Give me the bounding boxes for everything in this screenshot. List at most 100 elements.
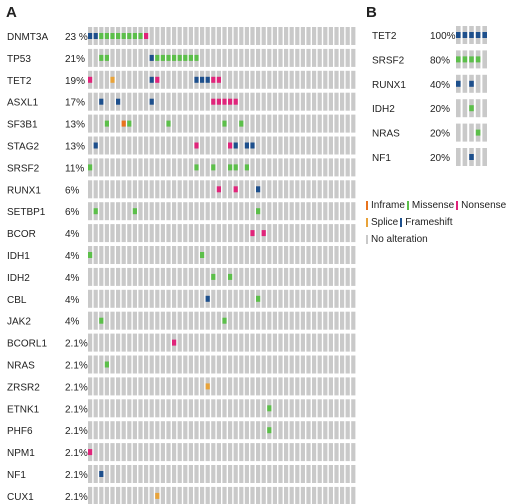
sample-cell: [317, 289, 322, 308]
alteration-mark: [475, 56, 481, 63]
sample-cell: [205, 136, 210, 155]
sample-cell: [351, 486, 356, 504]
sample-cell: [256, 114, 261, 133]
sample-cell: [267, 224, 272, 243]
sample-cell: [138, 48, 143, 67]
sample-cell: [228, 443, 233, 462]
sample-cell: [261, 70, 266, 89]
sample-cell: [155, 311, 160, 330]
sample-cell: [284, 289, 289, 308]
sample-cell: [194, 114, 199, 133]
sample-cell: [289, 311, 294, 330]
sample-cell: [211, 399, 216, 418]
sample-cell: [177, 421, 182, 440]
sample-cell: [272, 70, 277, 89]
sample-cell: [340, 246, 345, 264]
sample-cell: [334, 333, 339, 352]
sample-cell: [116, 289, 121, 308]
sample-cell: [144, 377, 149, 396]
sample-cell: [104, 180, 109, 199]
sample-cell: [284, 158, 289, 177]
sample-cell: [160, 267, 165, 286]
sample-cell: [233, 289, 238, 308]
sample-cell: [244, 48, 249, 67]
gene-label: JAK2: [7, 317, 31, 328]
sample-cell: [312, 70, 317, 89]
sample-cell: [216, 465, 221, 483]
sample-cell: [233, 70, 238, 89]
sample-cell: [300, 224, 305, 243]
sample-cell: [200, 399, 205, 418]
sample-cell: [228, 246, 233, 264]
sample-cell: [323, 267, 328, 286]
sample-cell: [110, 246, 115, 264]
sample-cell: [160, 202, 165, 221]
sample-cell: [172, 70, 177, 89]
sample-cell: [222, 267, 227, 286]
sample-cell: [228, 70, 233, 89]
sample-cell: [188, 333, 193, 352]
sample-cell: [222, 136, 227, 155]
sample-cell: [132, 399, 137, 418]
sample-cell: [233, 486, 238, 504]
sample-cell: [323, 333, 328, 352]
sample-cell: [132, 224, 137, 243]
sample-cell: [312, 443, 317, 462]
sample-cell: [172, 289, 177, 308]
sample-cell: [216, 443, 221, 462]
sample-cell: [317, 224, 322, 243]
sample-cell: [138, 92, 143, 111]
sample-cell: [127, 267, 132, 286]
sample-cell: [278, 224, 283, 243]
sample-cell: [334, 377, 339, 396]
sample-cell: [312, 289, 317, 308]
sample-cell: [172, 267, 177, 286]
sample-cell: [284, 486, 289, 504]
sample-cell: [116, 48, 121, 67]
sample-cell: [306, 27, 311, 45]
alteration-mark: [233, 164, 238, 171]
sample-cell: [132, 48, 137, 67]
sample-cell: [228, 333, 233, 352]
sample-cell: [155, 180, 160, 199]
sample-cell: [188, 355, 193, 374]
sample-cell: [334, 311, 339, 330]
sample-cell: [244, 289, 249, 308]
sample-cell: [144, 355, 149, 374]
sample-cell: [110, 136, 115, 155]
alteration-mark: [211, 164, 216, 171]
sample-cell: [149, 289, 154, 308]
sample-cell: [239, 399, 244, 418]
sample-cell: [261, 267, 266, 286]
sample-cell: [289, 486, 294, 504]
sample-cell: [317, 92, 322, 111]
panel-a-label: A: [6, 4, 17, 21]
sample-cell: [233, 311, 238, 330]
sample-cell: [194, 355, 199, 374]
sample-cell: [345, 27, 350, 45]
alteration-mark: [194, 164, 199, 171]
sample-cell: [306, 70, 311, 89]
sample-cell: [284, 465, 289, 483]
sample-cell: [351, 465, 356, 483]
sample-cell: [317, 202, 322, 221]
sample-cell: [267, 180, 272, 199]
sample-cell: [144, 224, 149, 243]
sample-cell: [323, 48, 328, 67]
sample-cell: [345, 136, 350, 155]
sample-cell: [267, 70, 272, 89]
sample-cell: [188, 399, 193, 418]
sample-cell: [200, 48, 205, 67]
sample-cell: [306, 180, 311, 199]
alteration-mark: [250, 142, 255, 149]
sample-cell: [110, 92, 115, 111]
sample-cell: [300, 289, 305, 308]
sample-cell: [183, 92, 188, 111]
sample-cell: [211, 180, 216, 199]
sample-cell: [284, 136, 289, 155]
sample-cell: [200, 311, 205, 330]
sample-cell: [300, 355, 305, 374]
sample-cell: [267, 311, 272, 330]
sample-cell: [345, 92, 350, 111]
alteration-mark: [116, 33, 121, 39]
